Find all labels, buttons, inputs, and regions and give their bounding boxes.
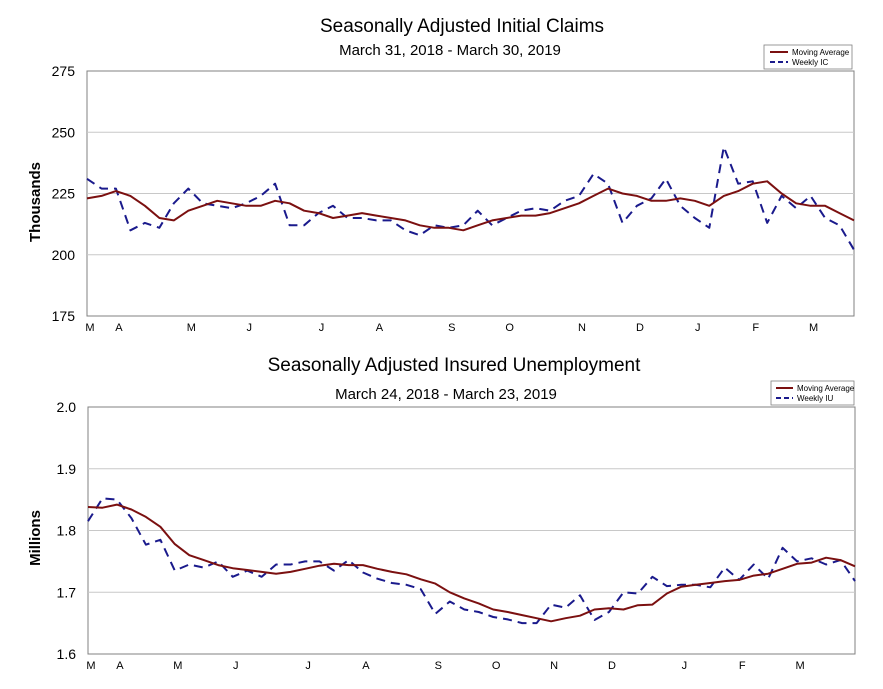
chart1-month-label: F <box>752 322 759 334</box>
chart1-series <box>86 145 855 251</box>
chart2-gridlines <box>88 468 855 593</box>
chart1-y-tick-label: 275 <box>52 63 76 79</box>
chart2-month-label: M <box>86 660 95 672</box>
chart2-month-label: F <box>739 660 746 672</box>
chart-insured-unemployment: Seasonally Adjusted Insured Unemployment… <box>27 355 856 672</box>
chart2-ylabel: Millions <box>27 510 44 566</box>
chart2-subtitle: March 24, 2018 - March 23, 2019 <box>335 386 557 403</box>
chart1-ylabel: Thousands <box>27 162 44 242</box>
chart1-y-tick-label: 175 <box>52 308 76 324</box>
chart1-y-ticks: 175 200 225 250 275 <box>52 63 76 324</box>
chart1-title: Seasonally Adjusted Initial Claims <box>320 16 604 37</box>
chart2-month-label: A <box>362 660 370 672</box>
chart1-month-label: A <box>115 322 123 334</box>
chart2-y-tick-label: 2.0 <box>57 399 77 415</box>
chart2-legend-ma-label: Moving Average <box>797 384 855 393</box>
chart2-month-label: S <box>435 660 442 672</box>
chart2-y-ticks: 1.6 1.7 1.8 1.9 2.0 <box>57 399 77 662</box>
chart2-month-label: M <box>796 660 805 672</box>
chart1-moving-average-line <box>86 180 855 232</box>
chart1-legend-ma-label: Moving Average <box>792 48 850 57</box>
chart1-month-label: M <box>187 322 196 334</box>
chart2-legend-weekly-label: Weekly IU <box>797 394 834 403</box>
chart2-title: Seasonally Adjusted Insured Unemployment <box>268 355 642 376</box>
chart-initial-claims: Seasonally Adjusted Initial Claims March… <box>27 16 855 334</box>
chart1-month-label: J <box>319 322 325 334</box>
chart1-legend-weekly-label: Weekly IC <box>792 58 829 67</box>
chart2-month-label: J <box>682 660 688 672</box>
chart2-legend-box <box>770 380 855 406</box>
chart1-subtitle: March 31, 2018 - March 30, 2019 <box>339 42 561 59</box>
chart2-month-label: A <box>116 660 124 672</box>
chart1-gridlines <box>87 131 854 256</box>
chart2-month-label: O <box>492 660 501 672</box>
chart1-y-tick-label: 200 <box>52 247 76 263</box>
chart2-moving-average-line <box>87 503 856 623</box>
chart1-y-tick-label: 250 <box>52 124 76 140</box>
chart1-month-label: O <box>505 322 514 334</box>
chart1-month-label: M <box>85 322 94 334</box>
chart1-legend-box <box>763 44 853 70</box>
chart2-month-label: M <box>173 660 182 672</box>
chart1-y-tick-label: 225 <box>52 186 76 202</box>
chart2-series <box>87 497 856 625</box>
chart1-month-label: M <box>809 322 818 334</box>
chart1-weekly-line <box>86 145 855 251</box>
chart2-legend: Moving Average Weekly IU <box>770 380 855 406</box>
chart2-y-tick-label: 1.9 <box>57 461 77 477</box>
chart1-month-label: A <box>376 322 384 334</box>
chart1-month-label: J <box>246 322 252 334</box>
chart2-y-tick-label: 1.7 <box>57 584 77 600</box>
chart1-month-label: N <box>578 322 586 334</box>
chart2-month-label: J <box>305 660 311 672</box>
chart2-month-label: D <box>608 660 616 672</box>
chart2-month-label: J <box>233 660 239 672</box>
chart1-month-label: J <box>695 322 701 334</box>
chart1-legend: Moving Average Weekly IC <box>763 44 853 70</box>
chart1-month-label: S <box>448 322 455 334</box>
chart1-month-label: D <box>636 322 644 334</box>
chart2-weekly-line <box>87 497 856 625</box>
chart2-y-tick-label: 1.8 <box>57 523 77 539</box>
chart2-month-label: N <box>550 660 558 672</box>
chart2-y-tick-label: 1.6 <box>57 646 77 662</box>
